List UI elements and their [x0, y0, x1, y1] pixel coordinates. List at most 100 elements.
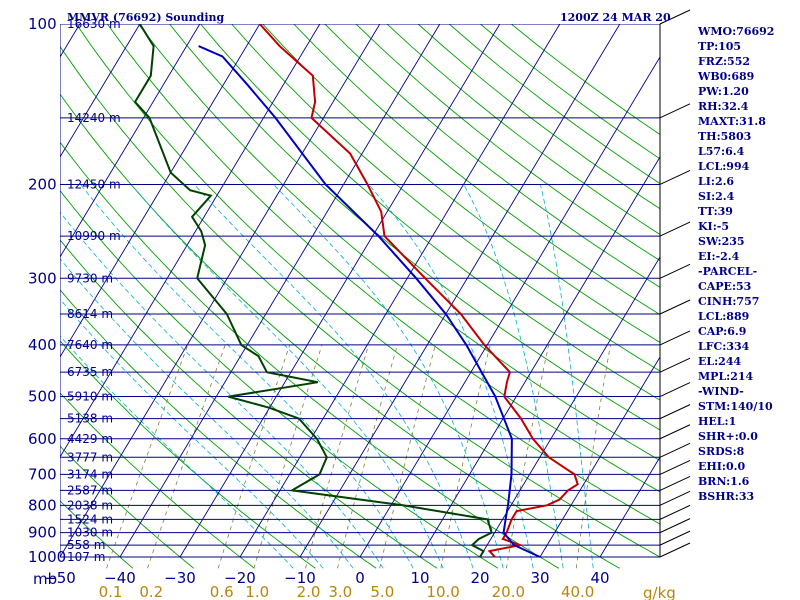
height-label: 6735 m — [67, 365, 113, 379]
isotherm-line — [60, 24, 321, 458]
height-label: 3777 m — [67, 450, 113, 464]
temperature-tick-label: 30 — [530, 569, 549, 587]
index-entry: TH:5803 — [698, 130, 751, 143]
height-label: 16630 m — [67, 17, 121, 31]
index-panel: WMO:76692 TP:105 FRZ:552 WB0:689 PW:1.20 RH:3… — [697, 25, 774, 503]
wind-barbs — [659, 9, 691, 558]
temperature-tick-label: −20 — [224, 569, 256, 587]
wind-barb — [659, 9, 691, 25]
height-label: 10990 m — [67, 229, 121, 243]
index-entry: LCL:889 — [698, 310, 749, 323]
mixing-ratio-tick-label: 0.1 — [99, 583, 123, 600]
index-entry: STM:140/10 — [698, 400, 773, 413]
mixing-ratio-line — [253, 344, 323, 569]
moist-adiabat-line — [60, 258, 354, 569]
mixing-ratio-line — [506, 344, 549, 569]
index-entry: CINH:757 — [698, 295, 759, 308]
mixing-ratio-tick-label: 20.0 — [492, 583, 525, 600]
chart-title: MMVR (76692) Sounding — [67, 11, 225, 24]
pressure-tick-label: 800 — [28, 496, 57, 514]
temperature-tick-label: 20 — [470, 569, 489, 587]
mixing-ratio-line — [440, 344, 491, 569]
height-label: 2587 m — [67, 483, 113, 497]
dewpoint-trace — [133, 24, 493, 558]
wind-barb — [659, 504, 691, 520]
pressure-tick-label: 500 — [28, 388, 57, 406]
mixing-ratio-tick-label: 2.0 — [297, 583, 321, 600]
temperature-trace — [259, 24, 579, 558]
height-label: 12450 m — [67, 177, 121, 191]
chart-time: 1200Z 24 MAR 20 — [560, 11, 671, 24]
isotherm-line — [599, 456, 660, 558]
index-entry: BSHR:33 — [698, 490, 754, 503]
mixing-ratio-tick-label: 10.0 — [426, 583, 459, 600]
wind-barb — [659, 357, 691, 373]
wind-barb — [659, 459, 691, 475]
wind-barb — [659, 221, 691, 237]
temperature-tick-label: −40 — [104, 569, 136, 587]
isotherm-line — [60, 24, 261, 358]
isotherm-line — [239, 24, 561, 558]
height-label: 14240 m — [67, 111, 121, 125]
index-entry: LCL:994 — [698, 160, 750, 173]
temperature-tick-label: 40 — [590, 569, 609, 587]
index-entry: -WIND- — [698, 385, 744, 398]
index-entry: LFC:334 — [698, 340, 750, 353]
mixing-ratio-line — [217, 344, 291, 569]
index-entry: WMO:76692 — [697, 25, 774, 38]
isotherm-line — [60, 24, 201, 258]
wind-barb — [659, 542, 691, 558]
mixing-ratio-line — [575, 344, 611, 569]
temperature-tick-label: 0 — [355, 569, 365, 587]
pressure-tick-label: 200 — [28, 175, 57, 193]
mixing-ratio-tick-label: 0.2 — [139, 583, 163, 600]
index-entry: EL:244 — [698, 355, 741, 368]
wind-barb — [659, 382, 691, 398]
chart-labels: MMVR (76692) Sounding 1200Z 24 MAR 20 mb… — [28, 11, 676, 600]
plot-frame — [60, 24, 660, 558]
pressure-tick-label: 1000 — [28, 548, 66, 566]
index-entry: CAPE:53 — [698, 280, 751, 293]
index-entry: SRDS:8 — [698, 445, 745, 458]
pressure-tick-label: 100 — [28, 15, 57, 33]
temperature-tick-label: −50 — [44, 569, 76, 587]
index-entry: CAP:6.9 — [698, 325, 746, 338]
index-entry: L57:6.4 — [698, 145, 745, 158]
index-entry: LI:2.6 — [698, 175, 734, 188]
moist-adiabat-line — [368, 184, 534, 569]
wind-barb — [659, 404, 691, 420]
pressure-tick-label: 900 — [28, 524, 57, 542]
isotherm-line — [119, 24, 441, 558]
isotherm-line — [60, 24, 381, 558]
index-entry: SW:235 — [698, 235, 745, 248]
parcel-trace — [198, 45, 541, 558]
pressure-tick-label: 400 — [28, 336, 57, 354]
wind-barb — [659, 490, 691, 506]
height-label: 7640 m — [67, 338, 113, 352]
wind-barb — [659, 475, 691, 491]
moist-adiabat-line — [194, 184, 474, 569]
mixing-ratio-tick-label: 5.0 — [370, 583, 394, 600]
mixing-ratio-tick-label: 3.0 — [328, 583, 352, 600]
isotherm-line — [479, 256, 660, 558]
mixing-ratio-tick-label: 0.6 — [210, 583, 234, 600]
index-entry: EHI:0.0 — [698, 460, 745, 473]
isotherm-line — [539, 356, 660, 558]
moist-adiabat-line — [540, 184, 594, 569]
dry-adiabat-line — [510, 24, 660, 136]
mixing-ratio-line — [147, 344, 226, 569]
mixing-ratio-line — [379, 344, 436, 569]
isotherm-line — [0, 24, 20, 557]
wind-barb — [659, 299, 691, 315]
moist-adiabat-line — [60, 335, 294, 569]
dry-adiabat-line — [106, 24, 660, 493]
isotherm-line — [179, 24, 501, 558]
height-label: 107 m — [67, 550, 105, 564]
height-label: 9730 m — [67, 271, 113, 285]
index-entry: TP:105 — [698, 40, 741, 53]
mixing-ratio-tick-label: 1.0 — [245, 583, 269, 600]
moist-adiabat-line — [60, 211, 384, 569]
mixing-ratio-line — [106, 344, 189, 569]
mixing-ratio-line — [305, 344, 369, 569]
